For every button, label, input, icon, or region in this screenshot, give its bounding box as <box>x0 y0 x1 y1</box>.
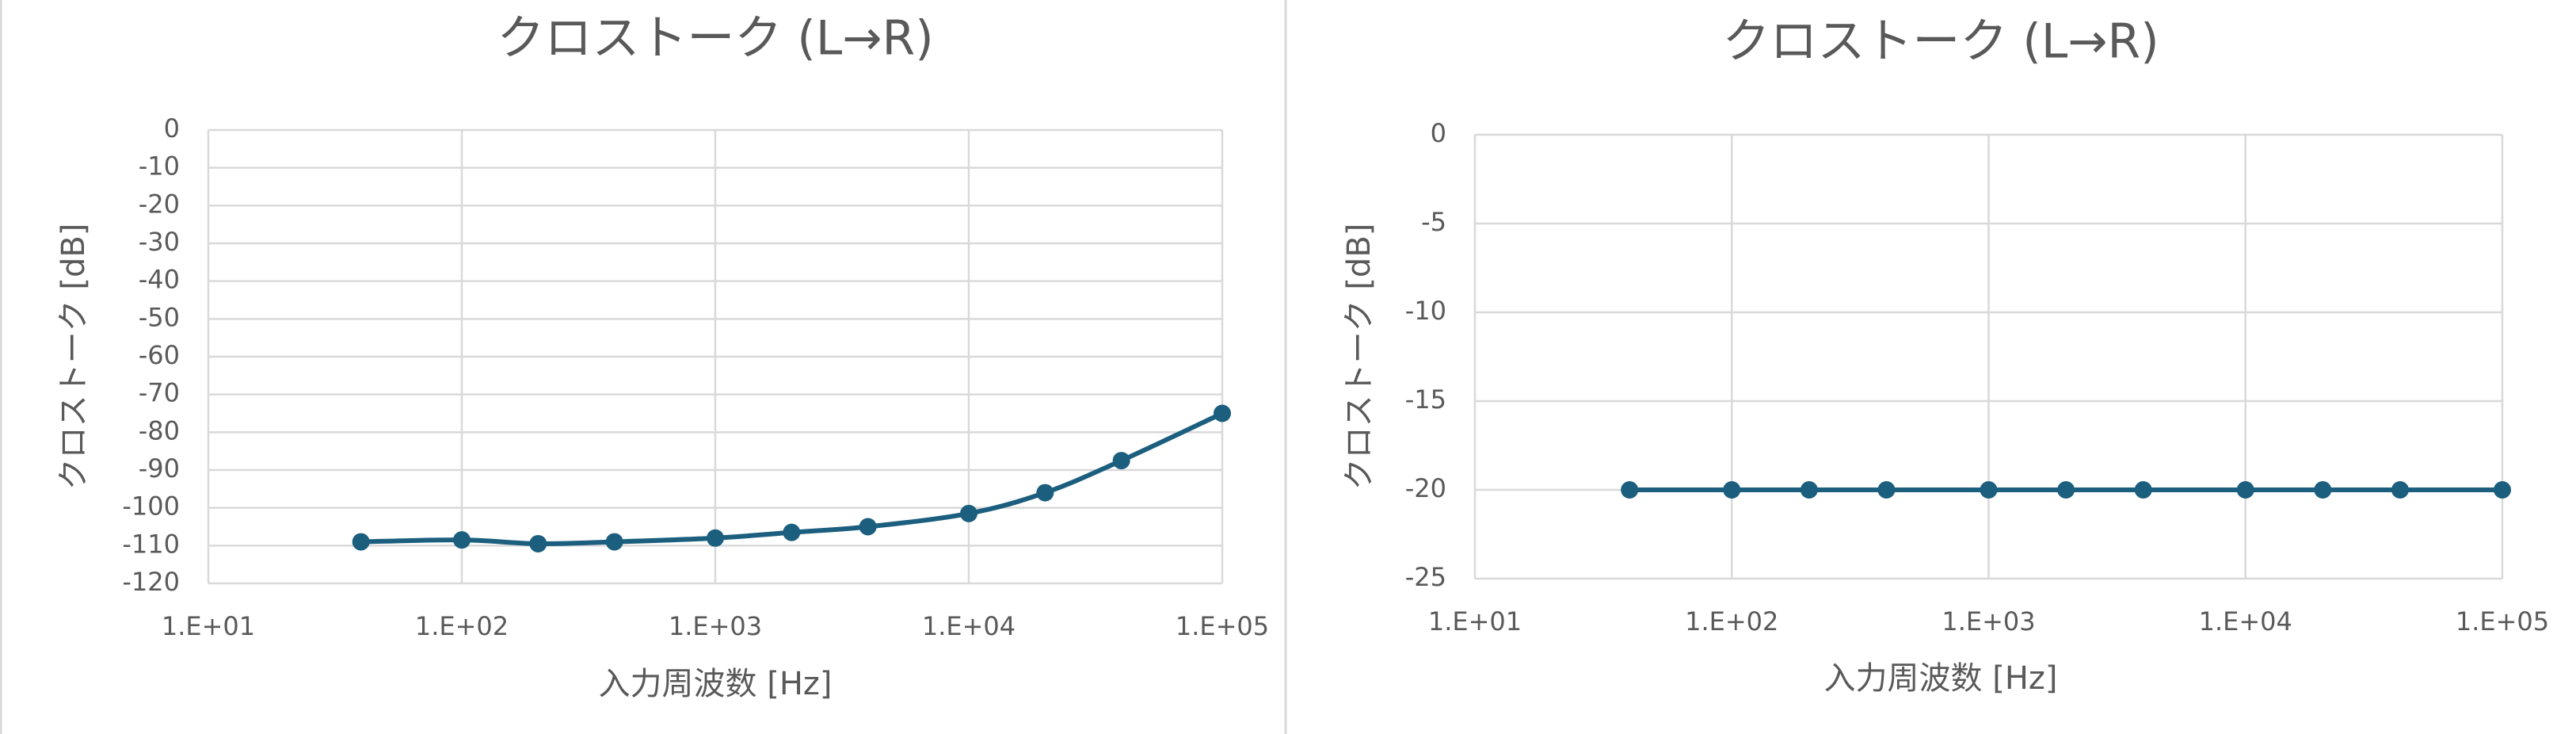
y-tick-label: 0 <box>164 113 180 143</box>
x-tick-label: 1.E+05 <box>1176 611 1269 641</box>
y-tick-label: -20 <box>1405 473 1446 503</box>
x-axis-title: 入力周波数 [Hz] <box>1824 660 2058 697</box>
y-tick-label: -100 <box>122 491 180 522</box>
x-tick-label: 1.E+03 <box>669 611 762 641</box>
marker <box>960 504 977 522</box>
marker <box>2057 481 2075 499</box>
x-axis-title: 入力周波数 [Hz] <box>599 666 833 702</box>
y-axis-title: クロストーク [dB] <box>1341 224 1378 491</box>
marker <box>605 533 623 551</box>
y-tick-label: -50 <box>139 302 180 332</box>
marker <box>1980 481 1998 499</box>
y-tick-label: -10 <box>139 151 180 182</box>
y-tick-label: -60 <box>139 340 180 370</box>
y-tick-label: -25 <box>1405 562 1446 592</box>
marker <box>529 534 547 552</box>
x-tick-label: 1.E+01 <box>162 611 255 641</box>
marker <box>1214 404 1231 422</box>
x-tick-label: 1.E+05 <box>2456 606 2549 637</box>
y-tick-label: -20 <box>139 189 180 219</box>
y-tick-label: -90 <box>139 453 180 484</box>
marker <box>1723 481 1741 499</box>
marker <box>783 523 801 541</box>
marker <box>707 529 724 547</box>
marker <box>1112 452 1130 470</box>
x-tick-label: 1.E+03 <box>1942 606 2035 637</box>
marker <box>1877 481 1896 499</box>
y-axis-title: クロストーク [dB] <box>55 224 92 491</box>
marker <box>2134 481 2152 499</box>
y-tick-label: -120 <box>122 567 180 597</box>
marker <box>2314 481 2332 499</box>
x-tick-label: 1.E+02 <box>415 611 509 641</box>
y-tick-label: -10 <box>1405 296 1446 326</box>
marker <box>2236 481 2254 499</box>
y-tick-label: -30 <box>139 227 180 257</box>
x-tick-label: 1.E+01 <box>1428 606 1522 637</box>
x-tick-label: 1.E+04 <box>2199 606 2292 637</box>
marker <box>859 518 877 536</box>
chart-title: クロストーク (L→R) <box>497 11 933 67</box>
x-tick-label: 1.E+04 <box>922 611 1016 641</box>
x-tick-label: 1.E+02 <box>1685 606 1778 637</box>
marker <box>2494 481 2511 499</box>
y-tick-label: -110 <box>122 529 180 559</box>
chart-title: クロストーク (L→R) <box>1722 14 2159 70</box>
y-tick-label: -40 <box>139 265 180 295</box>
marker <box>1036 484 1054 502</box>
y-tick-label: -70 <box>139 378 180 408</box>
y-tick-label: -15 <box>1405 384 1446 415</box>
marker <box>1800 481 1818 499</box>
marker <box>1621 481 1639 499</box>
y-tick-label: -80 <box>139 415 180 445</box>
marker <box>2391 481 2409 499</box>
marker <box>453 531 471 549</box>
marker <box>352 533 370 551</box>
y-tick-label: -5 <box>1421 207 1446 237</box>
y-tick-label: 0 <box>1431 118 1446 148</box>
